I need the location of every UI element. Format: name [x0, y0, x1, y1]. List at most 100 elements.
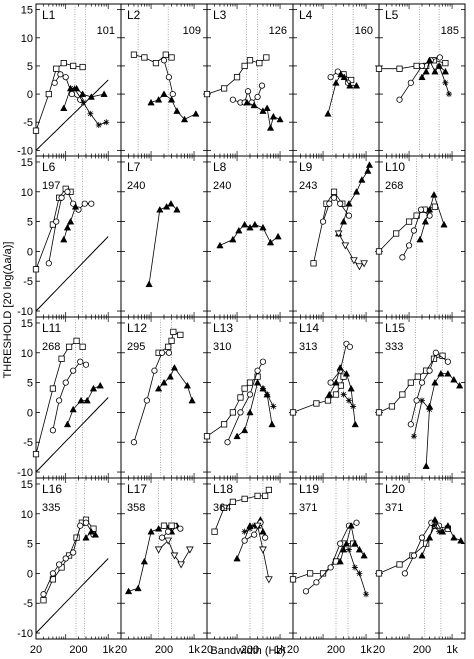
- data-point-triangle: [235, 226, 243, 234]
- data-point-triangle: [325, 390, 333, 398]
- data-point-triangle: [60, 104, 68, 111]
- data-point-star: [259, 385, 266, 392]
- panels-grid: 15 10 5 0 -5 -10 L1 101 L2 109 L3 126 L4 160 L5 185 15 10…: [17, 3, 466, 656]
- data-point-triangle: [430, 191, 438, 198]
- data-point-triangle: [173, 205, 181, 213]
- y-tick-label: -10: [17, 467, 33, 479]
- data-point-square: [58, 355, 65, 362]
- y-tick-label: 5: [27, 539, 33, 551]
- series-invtriangle: [253, 522, 273, 584]
- data-point-circle: [258, 82, 266, 89]
- data-point-circle: [407, 421, 414, 428]
- series-square: [155, 328, 184, 356]
- series-star: [71, 85, 110, 129]
- data-point-circle: [353, 519, 360, 526]
- panel-l1: 15 10 5 0 -5 -10 L1 101: [17, 3, 122, 157]
- data-point-circle: [327, 379, 334, 386]
- y-tick-label: 5: [27, 378, 33, 390]
- data-point-square: [79, 343, 86, 350]
- panel-label: L14: [299, 321, 319, 335]
- data-point-triangle: [266, 238, 275, 246]
- x-tick-label: 1k: [360, 644, 372, 656]
- panel-label: L16: [42, 482, 62, 496]
- data-point-triangle: [87, 527, 95, 535]
- data-point-square: [241, 385, 248, 392]
- series-star: [340, 391, 357, 410]
- data-point-circle: [246, 391, 254, 398]
- series-circle: [40, 519, 97, 598]
- data-point-triangle: [422, 462, 430, 469]
- data-point-circle: [45, 260, 52, 267]
- data-point-triangle: [233, 554, 241, 562]
- panel-label: L3: [213, 8, 227, 22]
- theory-curve: [35, 397, 109, 473]
- data-point-square: [211, 528, 218, 535]
- data-point-invtriangle: [170, 552, 179, 560]
- data-point-square: [160, 522, 168, 529]
- data-point-circle: [160, 57, 168, 64]
- data-point-square: [237, 394, 244, 401]
- x-tick-label: 200: [241, 644, 259, 656]
- x-tick-label: 1k: [102, 644, 114, 656]
- data-point-triangle: [170, 363, 179, 371]
- data-point-circle: [327, 74, 334, 81]
- data-point-circle: [177, 525, 184, 532]
- series-star: [436, 62, 453, 98]
- data-point-circle: [68, 90, 76, 98]
- series-circle: [319, 194, 353, 225]
- data-point-invtriangle: [177, 561, 185, 569]
- theory-curve: [35, 558, 109, 634]
- series-invtriangle: [154, 537, 194, 569]
- data-point-square: [70, 62, 77, 70]
- data-point-triangle: [441, 67, 450, 75]
- panel-label: L19: [299, 482, 319, 496]
- panel-label: L8: [213, 160, 227, 174]
- data-point-invtriangle: [253, 522, 262, 530]
- data-point-circle: [444, 358, 451, 365]
- data-point-triangle: [140, 557, 149, 565]
- data-point-square: [324, 397, 332, 404]
- series-triangle: [63, 381, 104, 428]
- data-point-triangle: [63, 223, 72, 231]
- x-tick-label: 20: [201, 644, 213, 656]
- data-point-square: [241, 495, 248, 502]
- y-tick-label: -10: [17, 628, 33, 640]
- panel-number: 126: [269, 25, 287, 37]
- data-point-triangle: [147, 98, 155, 106]
- data-point-square: [168, 522, 175, 529]
- data-point-square: [431, 203, 439, 210]
- series-triangle: [147, 90, 200, 123]
- data-point-triangle: [263, 104, 271, 111]
- series-circle: [49, 358, 90, 434]
- data-point-square: [407, 379, 414, 386]
- data-point-invtriangle: [349, 257, 358, 265]
- data-point-triangle: [89, 384, 98, 392]
- x-tick-label: 200: [69, 644, 87, 656]
- panel-number: 335: [42, 502, 60, 514]
- panel-number: 240: [213, 180, 231, 192]
- series-circle: [130, 349, 172, 446]
- data-point-circle: [151, 367, 158, 374]
- data-point-triangle: [266, 124, 275, 131]
- data-point-triangle: [253, 378, 262, 386]
- data-point-square: [233, 74, 241, 81]
- x-tick-label: 20: [115, 644, 127, 656]
- data-point-star: [270, 403, 277, 410]
- data-point-square: [152, 60, 160, 67]
- data-point-triangle: [241, 426, 249, 434]
- data-point-circle: [241, 537, 248, 544]
- data-point-triangle: [69, 405, 77, 413]
- data-point-star: [363, 591, 370, 598]
- data-point-star: [80, 99, 87, 106]
- x-tick-label: 200: [413, 644, 431, 656]
- data-point-triangle: [422, 67, 430, 75]
- series-square: [211, 486, 272, 535]
- data-point-triangle: [365, 161, 374, 168]
- data-point-square: [393, 230, 400, 237]
- series-line: [404, 522, 440, 574]
- data-point-triangle: [229, 235, 237, 243]
- data-point-square: [442, 60, 449, 67]
- series-square: [203, 373, 261, 440]
- series-star: [430, 522, 443, 535]
- data-point-triangle: [324, 110, 332, 117]
